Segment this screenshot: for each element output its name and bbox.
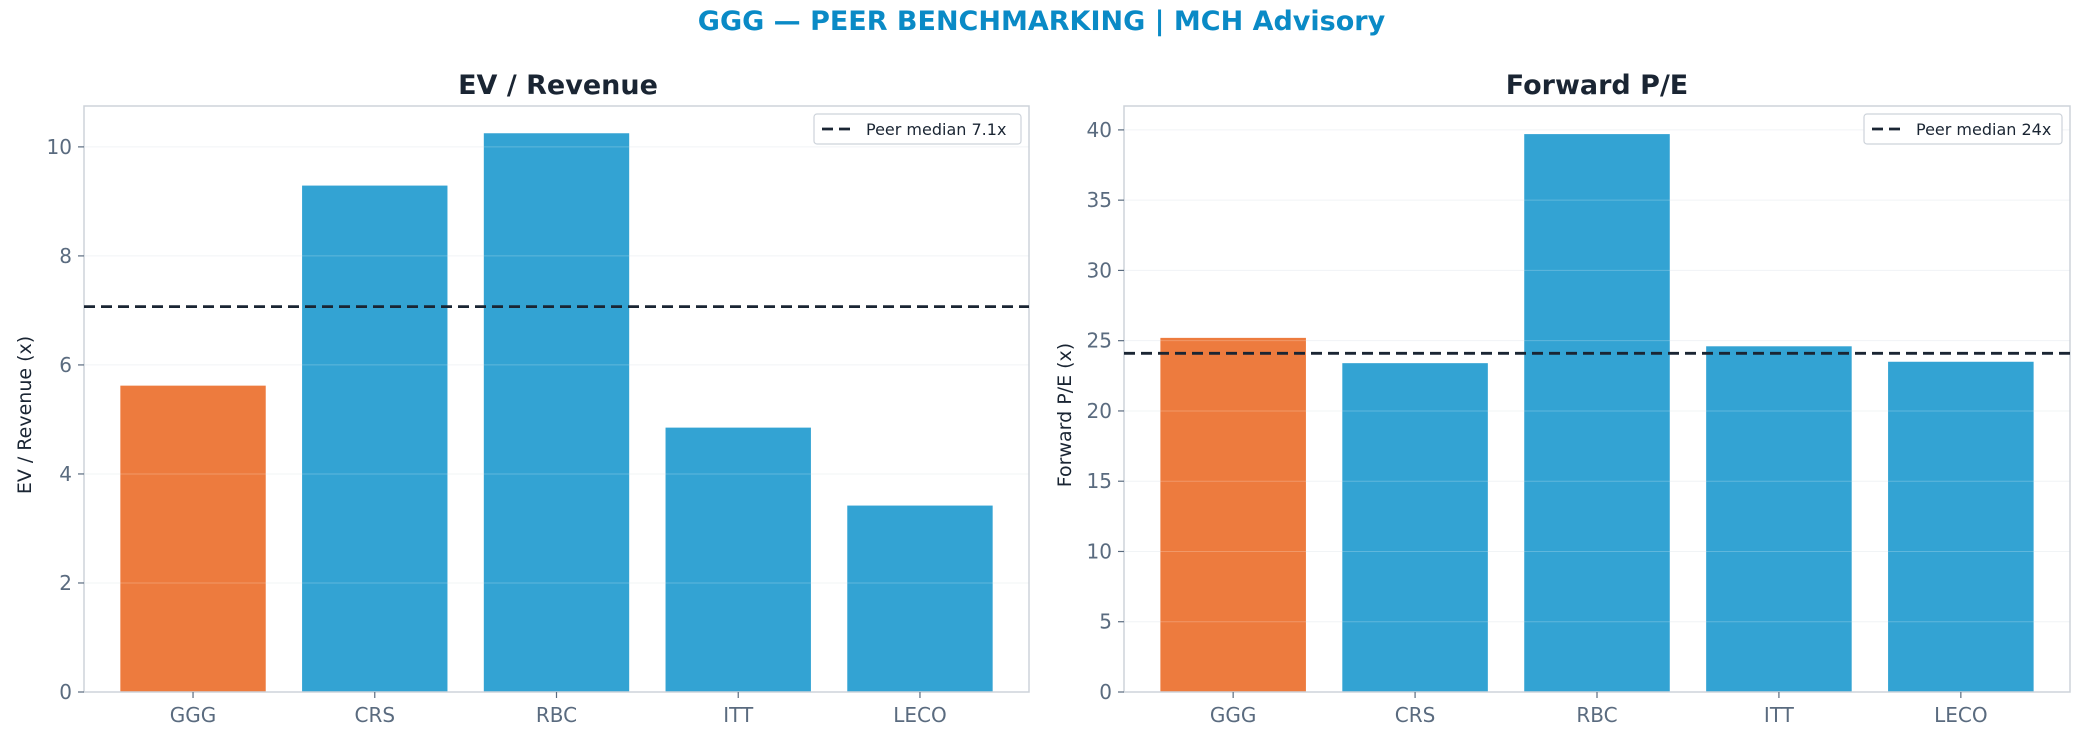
y-tick-label: 0 xyxy=(1099,680,1112,704)
bar-ggg xyxy=(120,385,266,692)
y-axis-label: EV / Revenue (x) xyxy=(14,336,36,494)
x-tick-label: GGG xyxy=(1210,703,1257,727)
y-tick-label: 6 xyxy=(59,353,72,377)
x-tick-label: CRS xyxy=(354,703,395,727)
legend-label: Peer median 24x xyxy=(1916,120,2051,139)
bar-itt xyxy=(1706,346,1852,692)
x-tick-label: RBC xyxy=(1576,703,1617,727)
bar-crs xyxy=(1342,363,1488,692)
x-tick-label: LECO xyxy=(1934,703,1988,727)
x-tick-label: ITT xyxy=(1764,703,1795,727)
legend-box xyxy=(813,113,1022,145)
y-tick-label: 40 xyxy=(1087,118,1112,142)
y-tick-label: 0 xyxy=(59,680,72,704)
bar-itt xyxy=(665,427,811,692)
y-tick-label: 8 xyxy=(59,244,72,268)
y-tick-label: 4 xyxy=(59,462,72,486)
chart-title: EV / Revenue xyxy=(458,70,658,101)
y-tick-label: 30 xyxy=(1087,258,1112,282)
y-tick-label: 20 xyxy=(1087,399,1112,423)
bar-ggg xyxy=(1160,337,1306,692)
y-tick-label: 2 xyxy=(59,571,72,595)
x-tick-label: RBC xyxy=(536,703,577,727)
chart-title: Forward P/E xyxy=(1506,70,1689,101)
figure-title: GGG — PEER BENCHMARKING | MCH Advisory xyxy=(697,6,1386,37)
chart-forward-pe: Forward P/E Forward P/E (x) 0 5 10 15 20 25 30… xyxy=(1054,70,2071,727)
bar-leco xyxy=(1888,361,2034,692)
y-tick-label: 10 xyxy=(1087,539,1112,563)
x-tick-label: ITT xyxy=(723,703,754,727)
legend-label: Peer median 7.1x xyxy=(866,120,1006,139)
bar-rbc xyxy=(483,133,630,693)
y-tick-label: 25 xyxy=(1087,329,1112,353)
bar-leco xyxy=(847,505,993,692)
chart-ev-revenue: EV / Revenue EV / Revenue (x) 0 2 4 6 8 10 GGG… xyxy=(14,70,1030,727)
y-tick-label: 5 xyxy=(1099,610,1112,634)
y-tick-label: 35 xyxy=(1087,188,1112,212)
y-tick-label: 15 xyxy=(1087,469,1112,493)
x-tick-label: GGG xyxy=(170,703,217,727)
y-axis-label: Forward P/E (x) xyxy=(1054,343,1076,487)
x-tick-label: CRS xyxy=(1395,703,1436,727)
x-tick-label: LECO xyxy=(893,703,947,727)
legend-box xyxy=(1863,113,2063,145)
bar-rbc xyxy=(1524,134,1670,692)
y-tick-label: 10 xyxy=(47,135,72,159)
bar-crs xyxy=(302,185,448,692)
